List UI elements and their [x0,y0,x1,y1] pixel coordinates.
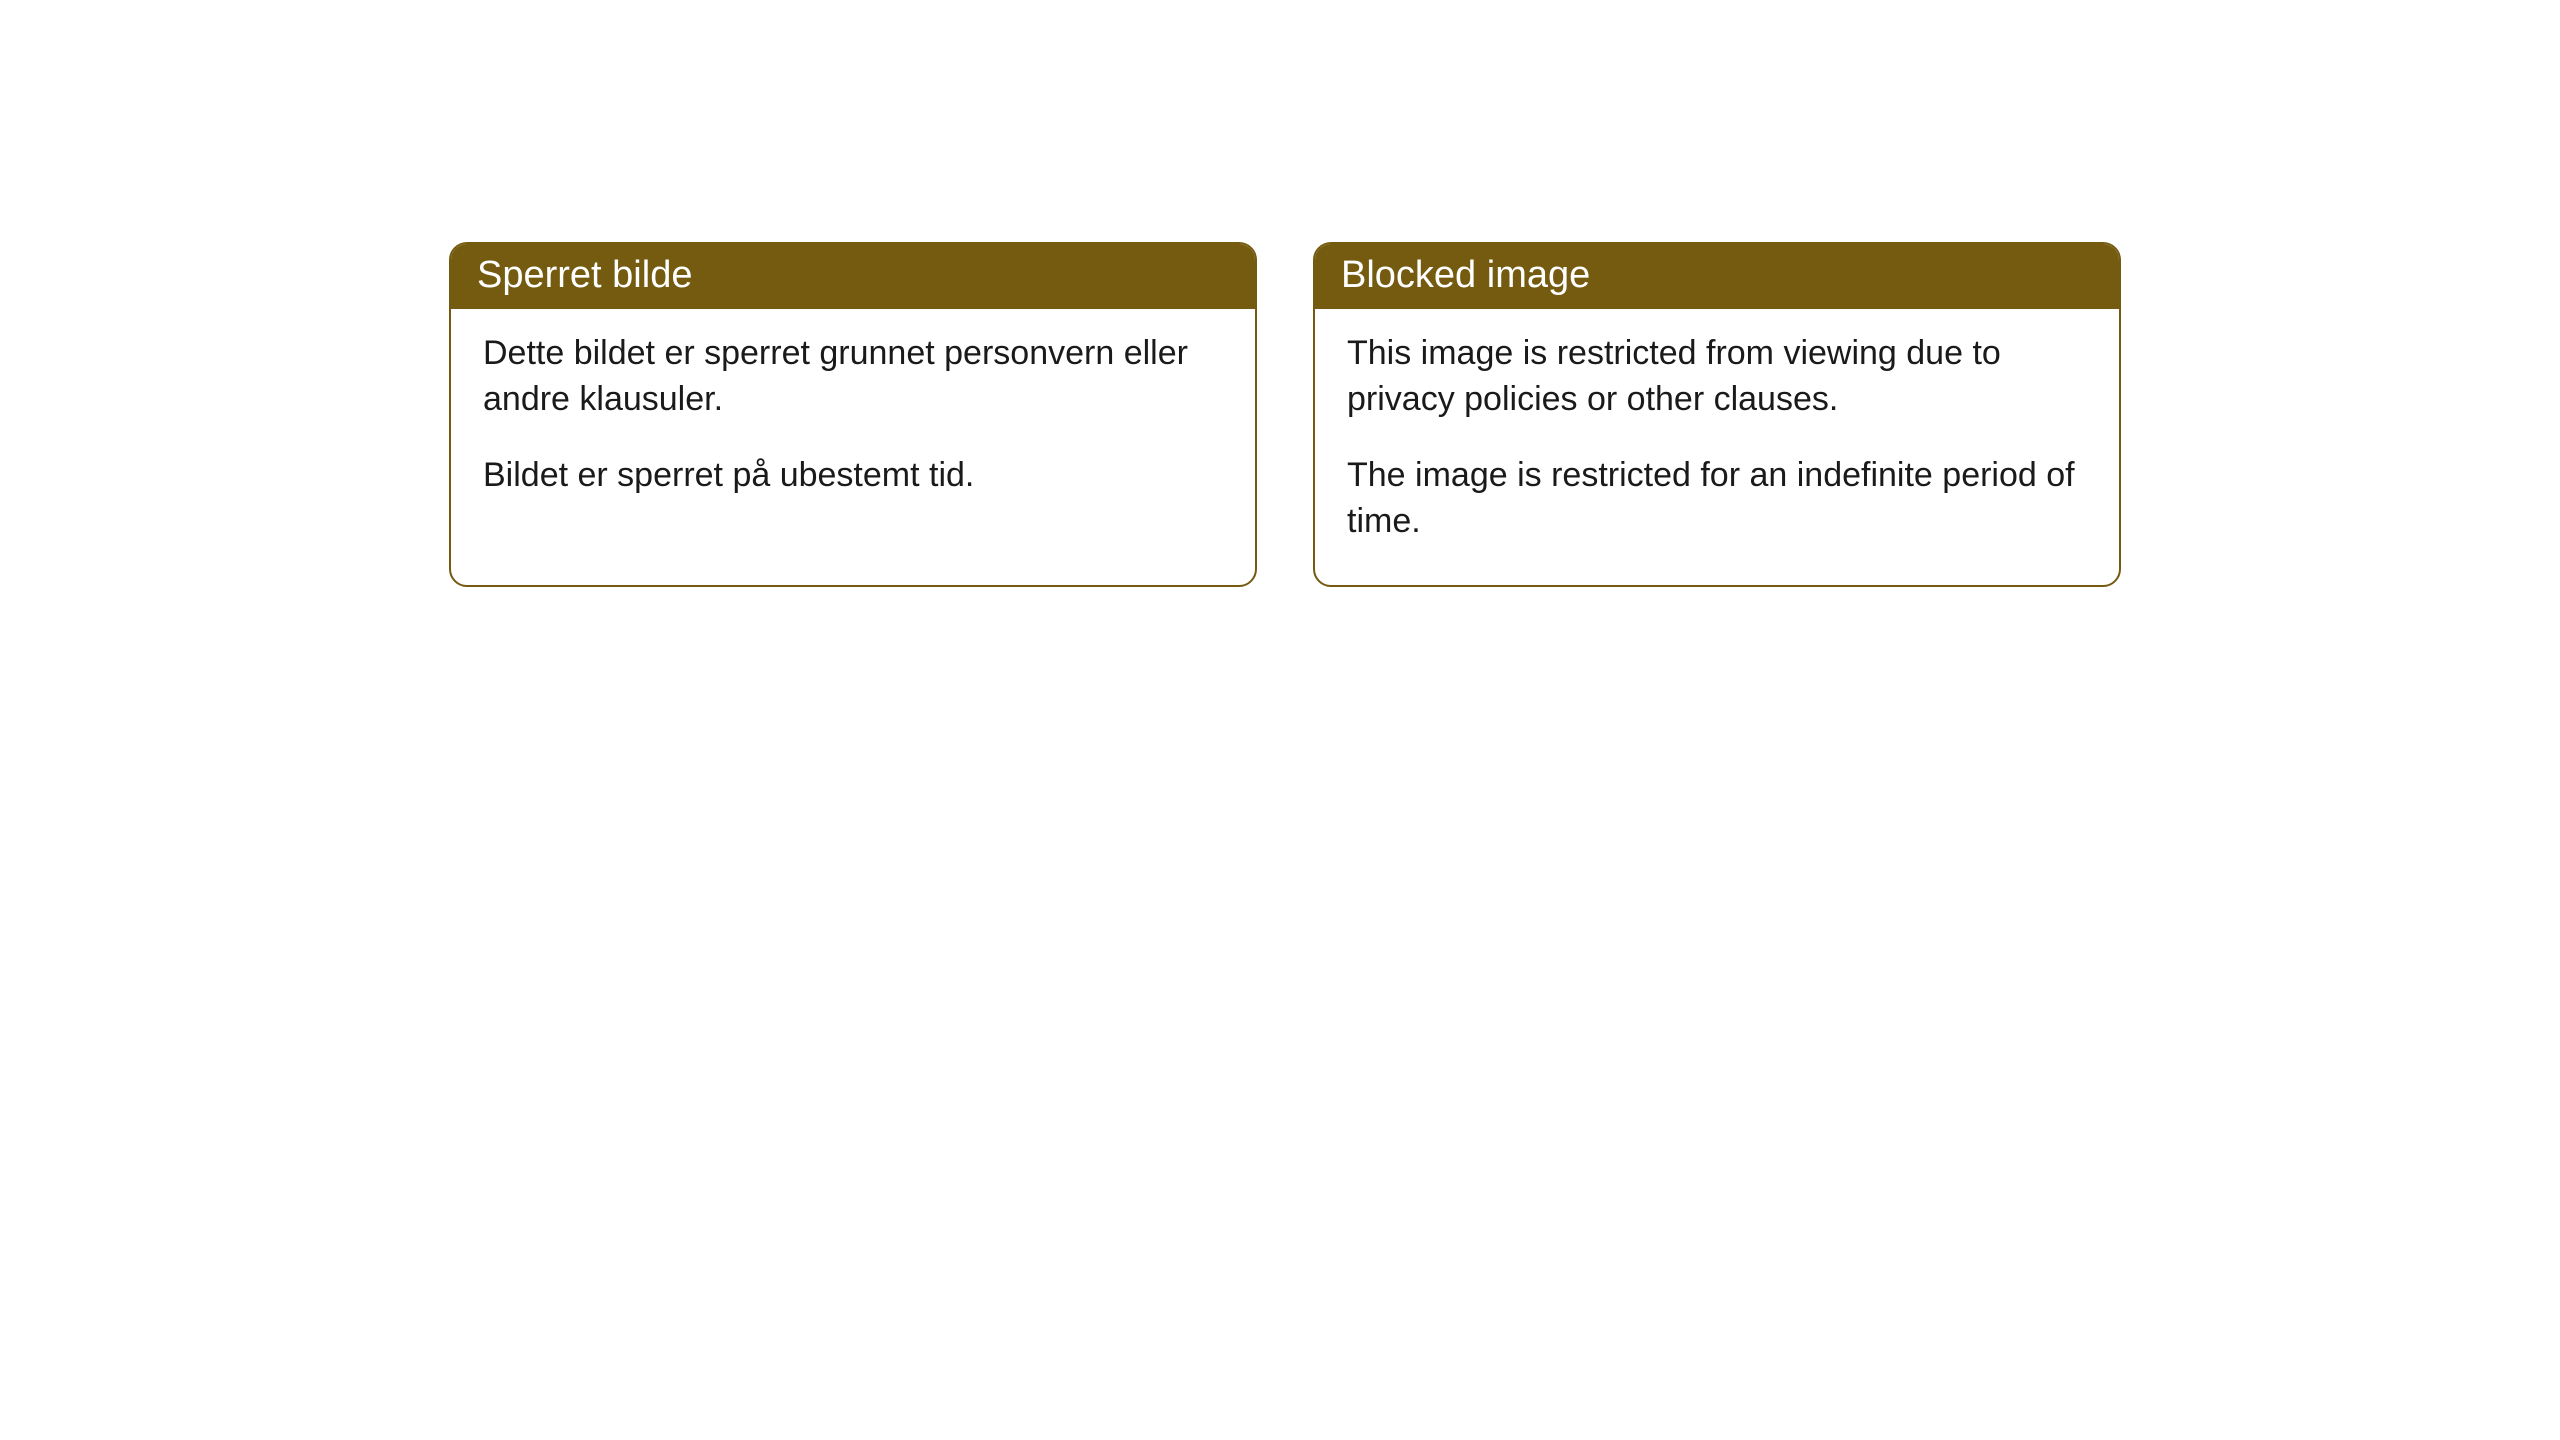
card-header-en: Blocked image [1315,244,2119,309]
card-para2-no: Bildet er sperret på ubestemt tid. [483,453,1223,499]
card-body-en: This image is restricted from viewing du… [1315,309,2119,585]
card-body-no: Dette bildet er sperret grunnet personve… [451,309,1255,539]
blocked-image-card-no: Sperret bilde Dette bildet er sperret gr… [449,242,1257,587]
card-para1-en: This image is restricted from viewing du… [1347,331,2087,423]
card-para1-no: Dette bildet er sperret grunnet personve… [483,331,1223,423]
blocked-image-card-en: Blocked image This image is restricted f… [1313,242,2121,587]
card-para2-en: The image is restricted for an indefinit… [1347,453,2087,545]
notice-cards-container: Sperret bilde Dette bildet er sperret gr… [449,242,2121,587]
card-header-no: Sperret bilde [451,244,1255,309]
